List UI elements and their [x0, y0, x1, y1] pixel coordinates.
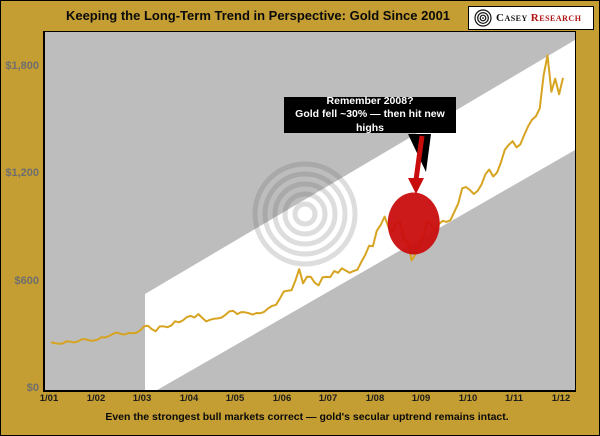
casey-research-logo: Casey Research	[468, 6, 594, 30]
x-tick-label: 1/04	[179, 393, 199, 404]
logo-word-casey: Casey	[496, 12, 528, 24]
y-tick-label: $600	[14, 275, 39, 287]
annotation-arrow-head	[408, 178, 424, 194]
gold-price-line	[50, 54, 564, 345]
x-tick-label: 1/03	[132, 393, 152, 404]
annotation-line-2: Gold fell ~30% — then hit new highs	[295, 108, 445, 134]
logo-word-research: Research	[530, 12, 582, 24]
plot-area	[43, 31, 576, 392]
concentric-circles-icon	[474, 9, 492, 27]
y-tick-label: $1,200	[5, 167, 39, 179]
trend-channel-band	[145, 40, 575, 390]
x-tick-label: 1/01	[39, 393, 59, 404]
x-tick-label: 1/11	[505, 393, 523, 404]
annotation-callout: Remember 2008? Gold fell ~30% — then hit…	[284, 95, 456, 134]
x-tick-label: 1/12	[551, 393, 571, 404]
x-tick-label: 1/06	[272, 393, 292, 404]
x-tick-label: 1/07	[318, 393, 338, 404]
x-tick-label: 1/09	[411, 393, 431, 404]
correction-highlight-ellipse	[387, 192, 440, 255]
x-tick-label: 1/10	[458, 393, 478, 404]
y-tick-label: $0	[26, 382, 39, 394]
annotation-arrow-line	[413, 135, 425, 181]
x-tick-label: 1/08	[365, 393, 385, 404]
annotation-line-1: Remember 2008?	[326, 95, 414, 108]
x-tick-label: 1/02	[86, 393, 106, 404]
watermark-concentric-circles-icon	[252, 161, 358, 267]
x-tick-label: 1/05	[225, 393, 245, 404]
y-tick-label: $1,800	[5, 60, 39, 72]
gold-price-chart	[50, 40, 575, 390]
footer-note: Even the strongest bull markets correct …	[105, 411, 509, 423]
chart-title: Keeping the Long-Term Trend in Perspecti…	[65, 8, 451, 23]
